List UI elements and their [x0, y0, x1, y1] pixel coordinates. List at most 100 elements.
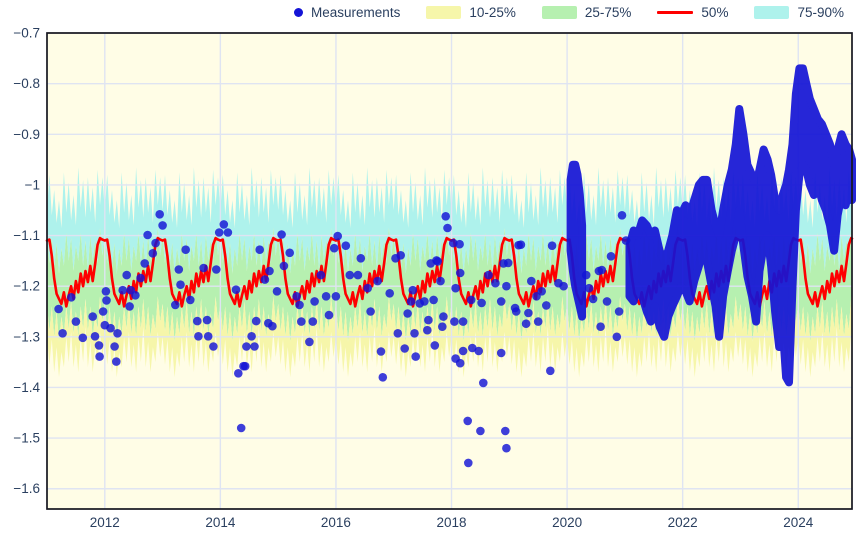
measurement-point[interactable] [260, 275, 270, 284]
legend-item-measurements[interactable]: Measurements [294, 5, 400, 20]
measurement-point[interactable] [324, 310, 334, 320]
measurement-point[interactable] [363, 283, 373, 293]
measurement-point[interactable] [193, 316, 202, 326]
measurement-point[interactable] [174, 265, 184, 274]
measurement-point[interactable] [113, 329, 122, 338]
measurement-point[interactable] [272, 287, 282, 296]
measurement-point[interactable] [202, 315, 212, 325]
measurement-point[interactable] [333, 231, 343, 241]
measurement-point[interactable] [242, 342, 251, 351]
measurement-point[interactable] [617, 211, 627, 220]
measurement-point[interactable] [521, 319, 531, 329]
measurement-point[interactable] [158, 221, 167, 230]
measurement-point[interactable] [78, 333, 88, 343]
measurement-point[interactable] [176, 280, 185, 290]
measurement-point[interactable] [122, 270, 131, 280]
measurement-point[interactable] [438, 322, 447, 332]
measurement-point[interactable] [331, 292, 341, 301]
measurement-point[interactable] [476, 426, 485, 436]
measurement-point[interactable] [136, 273, 145, 283]
measurement-point[interactable] [621, 236, 631, 245]
measurement-point[interactable] [321, 292, 331, 301]
measurement-point[interactable] [458, 346, 468, 356]
measurement-point[interactable] [212, 265, 221, 274]
measurement-point[interactable] [424, 315, 433, 325]
measurement-point[interactable] [479, 378, 488, 388]
measurement-point[interactable] [537, 287, 546, 296]
measurement-point[interactable] [588, 294, 598, 304]
measurement-point[interactable] [463, 416, 473, 426]
measurement-point[interactable] [106, 323, 115, 333]
measurement-point[interactable] [240, 361, 250, 371]
legend-item-75-90[interactable]: 75-90% [754, 5, 844, 20]
measurement-point[interactable] [268, 321, 277, 331]
measurement-point[interactable] [131, 291, 140, 300]
measurement-point[interactable] [125, 302, 134, 311]
measurement-point[interactable] [458, 317, 468, 326]
measurement-point[interactable] [450, 317, 459, 326]
measurement-point[interactable] [181, 245, 190, 254]
measurement-point[interactable] [247, 332, 256, 341]
measurement-point[interactable] [496, 297, 506, 306]
measurement-point[interactable] [411, 352, 421, 361]
measurement-point[interactable] [209, 342, 218, 351]
measurement-point[interactable] [496, 348, 506, 358]
measurement-point[interactable] [455, 239, 464, 249]
measurement-point[interactable] [54, 304, 63, 314]
measurement-point[interactable] [236, 423, 246, 433]
legend-item-25-75[interactable]: 25-75% [541, 5, 631, 20]
measurement-point[interactable] [546, 366, 555, 376]
measurement-point[interactable] [186, 295, 195, 305]
measurement-point[interactable] [502, 443, 511, 453]
measurement-point[interactable] [484, 270, 493, 280]
measurement-point[interactable] [559, 281, 568, 291]
measurement-point[interactable] [516, 240, 526, 249]
measurement-point[interactable] [277, 230, 286, 239]
measurement-point[interactable] [90, 332, 100, 341]
measurement-point[interactable] [101, 287, 111, 296]
measurement-point[interactable] [151, 238, 160, 248]
measurement-point[interactable] [279, 261, 289, 271]
measurement-point[interactable] [491, 278, 500, 288]
measurement-point[interactable] [408, 285, 418, 295]
measurement-point[interactable] [455, 268, 465, 278]
measurement-point[interactable] [430, 341, 440, 350]
measurement-point[interactable] [71, 317, 81, 326]
measurement-point[interactable] [439, 312, 448, 321]
measurement-point[interactable] [143, 230, 152, 240]
measurement-point[interactable] [285, 248, 295, 258]
measurement-point[interactable] [400, 344, 410, 353]
measurement-point[interactable] [393, 329, 403, 338]
measurement-point[interactable] [199, 263, 208, 273]
measurement-point[interactable] [67, 293, 76, 302]
measurement-point[interactable] [436, 276, 445, 286]
measurement-point[interactable] [464, 458, 473, 468]
measurement-point[interactable] [110, 342, 119, 351]
measurement-point[interactable] [155, 210, 164, 219]
measurement-point[interactable] [524, 308, 533, 318]
measurement-point[interactable] [341, 241, 351, 250]
measurement-point[interactable] [396, 251, 406, 260]
measurement-point[interactable] [255, 245, 264, 254]
measurement-point[interactable] [98, 307, 108, 316]
measurement-point[interactable] [376, 347, 386, 356]
measurement-point[interactable] [468, 343, 477, 353]
measurement-point[interactable] [194, 332, 203, 341]
measurement-point[interactable] [406, 297, 416, 306]
measurement-point[interactable] [58, 329, 67, 338]
measurement-point[interactable] [295, 300, 304, 310]
measurement-point[interactable] [533, 317, 543, 326]
measurement-point[interactable] [503, 258, 513, 268]
measurement-point[interactable] [477, 298, 486, 308]
measurement-point[interactable] [597, 265, 607, 275]
legend-item-10-25[interactable]: 10-25% [426, 5, 516, 20]
measurement-point[interactable] [329, 243, 339, 253]
measurement-point[interactable] [308, 317, 318, 326]
measurement-point[interactable] [292, 292, 301, 301]
measurement-point[interactable] [265, 266, 274, 276]
measurement-point[interactable] [305, 337, 314, 347]
measurement-point[interactable] [234, 369, 243, 378]
measurement-point[interactable] [250, 342, 259, 351]
measurement-point[interactable] [171, 300, 180, 310]
measurement-point[interactable] [251, 316, 261, 326]
